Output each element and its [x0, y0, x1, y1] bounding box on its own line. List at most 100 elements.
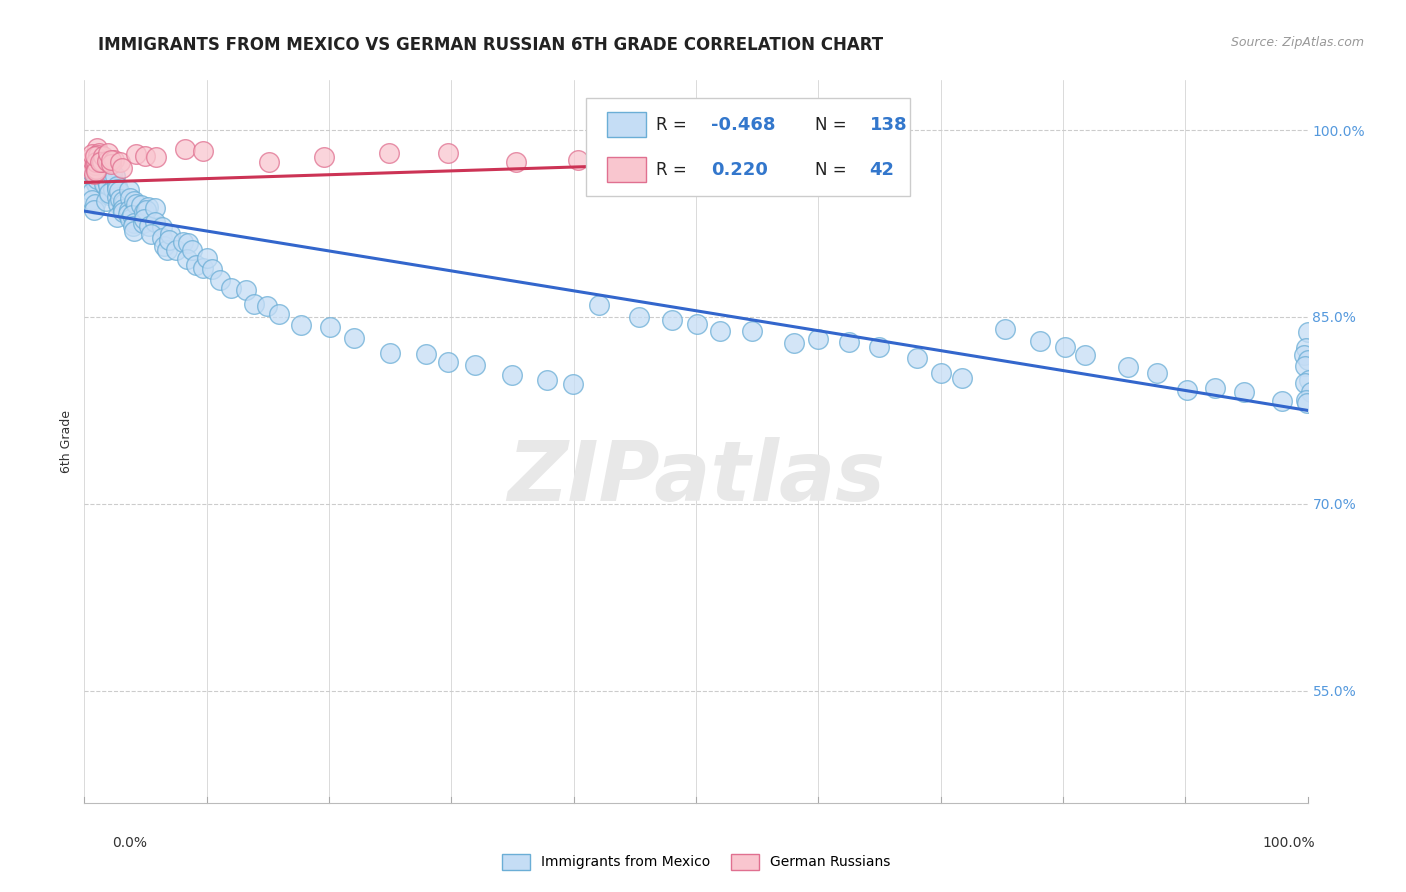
Bar — [606, 157, 645, 182]
Point — [90, 154, 112, 169]
Point — [83, 170, 105, 185]
Point — [1296, 353, 1319, 368]
Point — [235, 284, 257, 298]
Point — [121, 208, 143, 222]
Point — [122, 194, 145, 208]
Point — [1292, 348, 1315, 362]
Point — [84, 162, 107, 177]
Point — [1053, 340, 1076, 354]
Point — [191, 261, 214, 276]
Point — [132, 216, 155, 230]
Point — [156, 244, 179, 258]
Point — [110, 161, 132, 175]
Point — [150, 219, 173, 234]
Point — [86, 178, 108, 193]
Point — [741, 324, 763, 338]
Point — [97, 161, 120, 176]
Point — [89, 167, 111, 181]
Point — [118, 203, 141, 218]
Point — [437, 146, 460, 161]
Point — [84, 155, 107, 169]
Point — [103, 181, 125, 195]
Point — [1295, 393, 1317, 408]
Point — [112, 194, 135, 208]
Point — [91, 169, 114, 184]
Point — [1271, 394, 1294, 409]
Point — [1294, 376, 1316, 390]
Point — [87, 169, 110, 184]
Point — [84, 164, 107, 178]
Point — [868, 340, 890, 354]
Point — [93, 149, 115, 163]
Point — [105, 211, 128, 225]
Point — [122, 216, 145, 230]
Point — [100, 153, 122, 168]
Point — [783, 336, 806, 351]
Point — [415, 347, 437, 361]
Point — [1298, 373, 1320, 387]
Text: N =: N = — [814, 161, 852, 178]
Point — [929, 366, 952, 380]
Point — [132, 211, 155, 226]
Text: ZIPatlas: ZIPatlas — [508, 437, 884, 518]
Point — [84, 169, 107, 183]
Point — [96, 158, 118, 172]
Point — [86, 171, 108, 186]
Point — [101, 182, 124, 196]
Point — [105, 179, 128, 194]
Point — [1175, 383, 1198, 397]
Point — [118, 191, 141, 205]
Text: Source: ZipAtlas.com: Source: ZipAtlas.com — [1230, 36, 1364, 49]
Text: N =: N = — [814, 116, 852, 134]
Point — [105, 178, 128, 193]
Point — [145, 150, 167, 164]
Point — [84, 197, 107, 211]
Point — [80, 163, 103, 178]
Point — [1029, 334, 1052, 348]
Point — [153, 238, 176, 252]
Point — [79, 153, 101, 167]
Point — [82, 146, 104, 161]
Point — [141, 227, 163, 241]
Text: 42: 42 — [870, 161, 894, 178]
Point — [87, 154, 110, 169]
Point — [165, 243, 187, 257]
Point — [125, 146, 148, 161]
Point — [105, 190, 128, 204]
Point — [134, 149, 156, 163]
Point — [97, 186, 120, 200]
Point — [120, 211, 142, 226]
Bar — [606, 112, 645, 137]
Point — [993, 322, 1015, 336]
Point — [89, 153, 111, 168]
Point — [464, 358, 486, 372]
Point — [172, 235, 194, 249]
Text: R =: R = — [655, 161, 692, 178]
Point — [221, 280, 243, 294]
Point — [145, 201, 167, 215]
Point — [97, 178, 120, 193]
Point — [1294, 359, 1316, 373]
Text: 138: 138 — [870, 116, 907, 134]
Point — [290, 318, 312, 332]
Point — [107, 182, 129, 196]
Y-axis label: 6th Grade: 6th Grade — [60, 410, 73, 473]
Point — [197, 251, 219, 265]
Point — [745, 150, 768, 164]
Point — [84, 154, 107, 169]
Point — [122, 219, 145, 234]
Point — [132, 205, 155, 219]
Point — [111, 202, 134, 217]
Point — [1301, 384, 1323, 399]
Point — [87, 148, 110, 162]
Point — [87, 162, 110, 177]
Point — [80, 162, 103, 177]
Text: 0.220: 0.220 — [710, 161, 768, 178]
Point — [117, 207, 139, 221]
Point — [82, 153, 104, 167]
Point — [112, 196, 135, 211]
Point — [87, 153, 110, 168]
Point — [628, 310, 651, 325]
Point — [98, 154, 121, 169]
Point — [143, 215, 166, 229]
